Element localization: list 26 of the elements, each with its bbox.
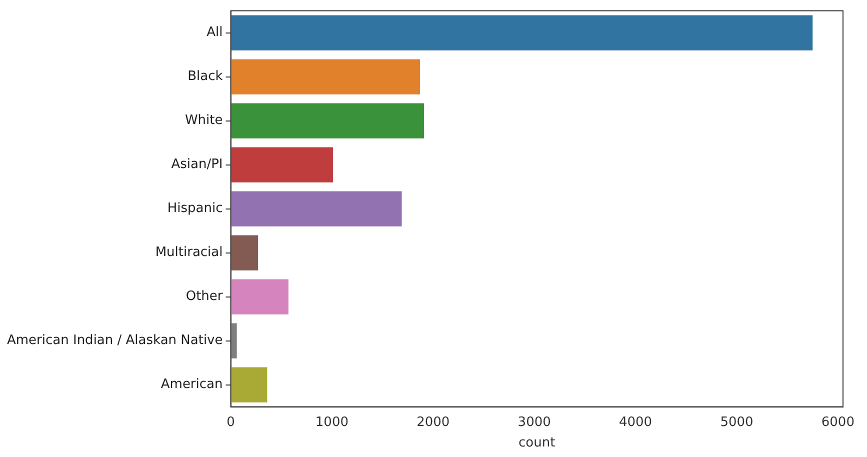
x-tick-label: 6000: [821, 414, 854, 430]
y-tick-label: American: [160, 377, 223, 392]
x-tick-label: 2000: [416, 414, 450, 430]
x-tick-label: 3000: [518, 414, 551, 430]
y-tick-label: Asian/PI: [171, 157, 223, 172]
y-tick-label: Black: [188, 69, 224, 84]
y-tick-label: Hispanic: [167, 201, 223, 216]
bar: [230, 103, 424, 138]
bar: [230, 15, 813, 50]
bar: [230, 235, 258, 270]
bar: [230, 367, 268, 402]
x-tick-label: 4000: [619, 414, 652, 430]
bar: [230, 279, 288, 314]
y-tick-label: Other: [186, 289, 224, 304]
x-tick-label: 1000: [315, 414, 348, 430]
x-axis-title: count: [518, 436, 556, 451]
x-tick-label: 5000: [720, 414, 754, 430]
bar: [230, 191, 402, 226]
bar: [230, 147, 333, 182]
y-tick-label: Multiracial: [155, 245, 223, 260]
y-tick-label: All: [206, 25, 223, 40]
bar: [230, 323, 237, 358]
y-tick-label: White: [184, 113, 223, 128]
bar: [230, 59, 420, 94]
y-tick-label: American Indian / Alaskan Native: [6, 333, 223, 348]
x-tick-label: 0: [226, 414, 235, 430]
